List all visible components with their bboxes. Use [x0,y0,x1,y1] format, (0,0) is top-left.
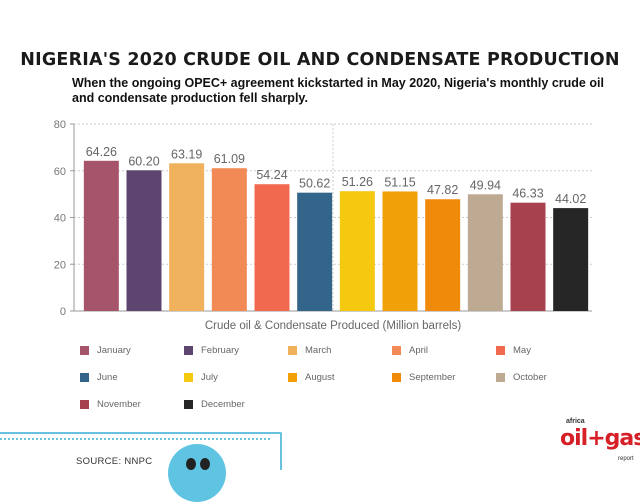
legend-item-january: January [80,345,131,356]
data-label: 46.33 [512,187,543,201]
chart-legend: January February March April May June July Augu… [80,345,620,425]
legend-label: April [409,345,429,356]
bubble-dot [186,458,196,470]
legend-swatch [392,373,401,382]
legend-swatch [496,346,505,355]
logo-suffix: report [618,456,634,462]
legend-item-july: July [184,372,218,383]
legend-label: September [409,372,456,383]
legend-swatch [392,346,401,355]
bar-july [339,191,375,311]
logo-brand: oil+gas [560,426,640,451]
legend-swatch [80,346,89,355]
chart-subtitle: When the ongoing OPEC+ agreement kicksta… [72,76,604,105]
bar-february [126,170,162,311]
legend-item-december: December [184,399,245,410]
bar-june [297,192,333,311]
legend-label: August [305,372,335,383]
legend-swatch [80,373,89,382]
source-box [0,432,282,470]
y-tick-label: 80 [54,119,66,131]
data-label: 49.94 [470,178,501,192]
legend-label: December [201,399,245,410]
bar-november [510,202,546,311]
logo-prefix: africa [566,418,585,425]
data-label: 47.82 [427,183,458,197]
legend-swatch [496,373,505,382]
chat-bubble-icon [168,444,226,502]
legend-swatch [288,346,297,355]
legend-label: February [201,345,240,356]
data-label: 50.62 [299,177,330,191]
legend-item-february: February [184,345,239,356]
source-text: SOURCE: NNPC [76,456,153,467]
legend-swatch [80,400,89,409]
legend-item-november: November [80,399,141,410]
bar-october [467,194,503,311]
africa-oil-gas-report-logo: africa oil+gas report [560,418,640,468]
legend-swatch [184,346,193,355]
data-label: 61.09 [214,152,245,166]
legend-label: October [513,372,547,383]
legend-item-may: May [496,345,531,356]
legend-swatch [288,373,297,382]
data-label: 51.26 [342,175,373,189]
legend-label: May [513,345,531,356]
data-label: 51.15 [384,175,415,189]
y-tick-label: 0 [60,306,66,318]
legend-label: March [305,345,332,356]
y-tick-label: 20 [54,259,66,271]
bar-september [425,199,461,311]
bubble-dot [200,458,210,470]
data-label: 60.20 [128,154,159,168]
legend-label: January [97,345,131,356]
data-label: 54.24 [256,168,287,182]
y-tick-label: 60 [54,166,66,178]
data-label: 44.02 [555,192,586,206]
bar-april [211,168,247,311]
data-label: 64.26 [86,145,117,159]
legend-item-april: April [392,345,428,356]
legend-item-march: March [288,345,331,356]
chart-title: NIGERIA'S 2020 CRUDE OIL AND CONDENSATE … [20,50,620,70]
legend-item-august: August [288,372,335,383]
data-label: 63.19 [171,147,202,161]
legend-item-june: June [80,372,118,383]
bar-may [254,184,290,311]
x-axis-label: Crude oil & Condensate Produced (Million… [205,320,461,332]
bar-december [553,208,589,311]
y-tick-label: 40 [54,213,66,225]
legend-swatch [184,400,193,409]
legend-item-october: October [496,372,547,383]
bar-chart: 0 20 40 60 80 64.26 60.20 63.19 61.09 54.24 50.62 5… [54,119,592,332]
bar-january [83,160,119,311]
bar-march [169,163,205,311]
bar-august [382,191,418,311]
legend-item-september: September [392,372,455,383]
legend-label: November [97,399,141,410]
legend-label: June [97,372,118,383]
legend-label: July [201,372,218,383]
legend-swatch [184,373,193,382]
